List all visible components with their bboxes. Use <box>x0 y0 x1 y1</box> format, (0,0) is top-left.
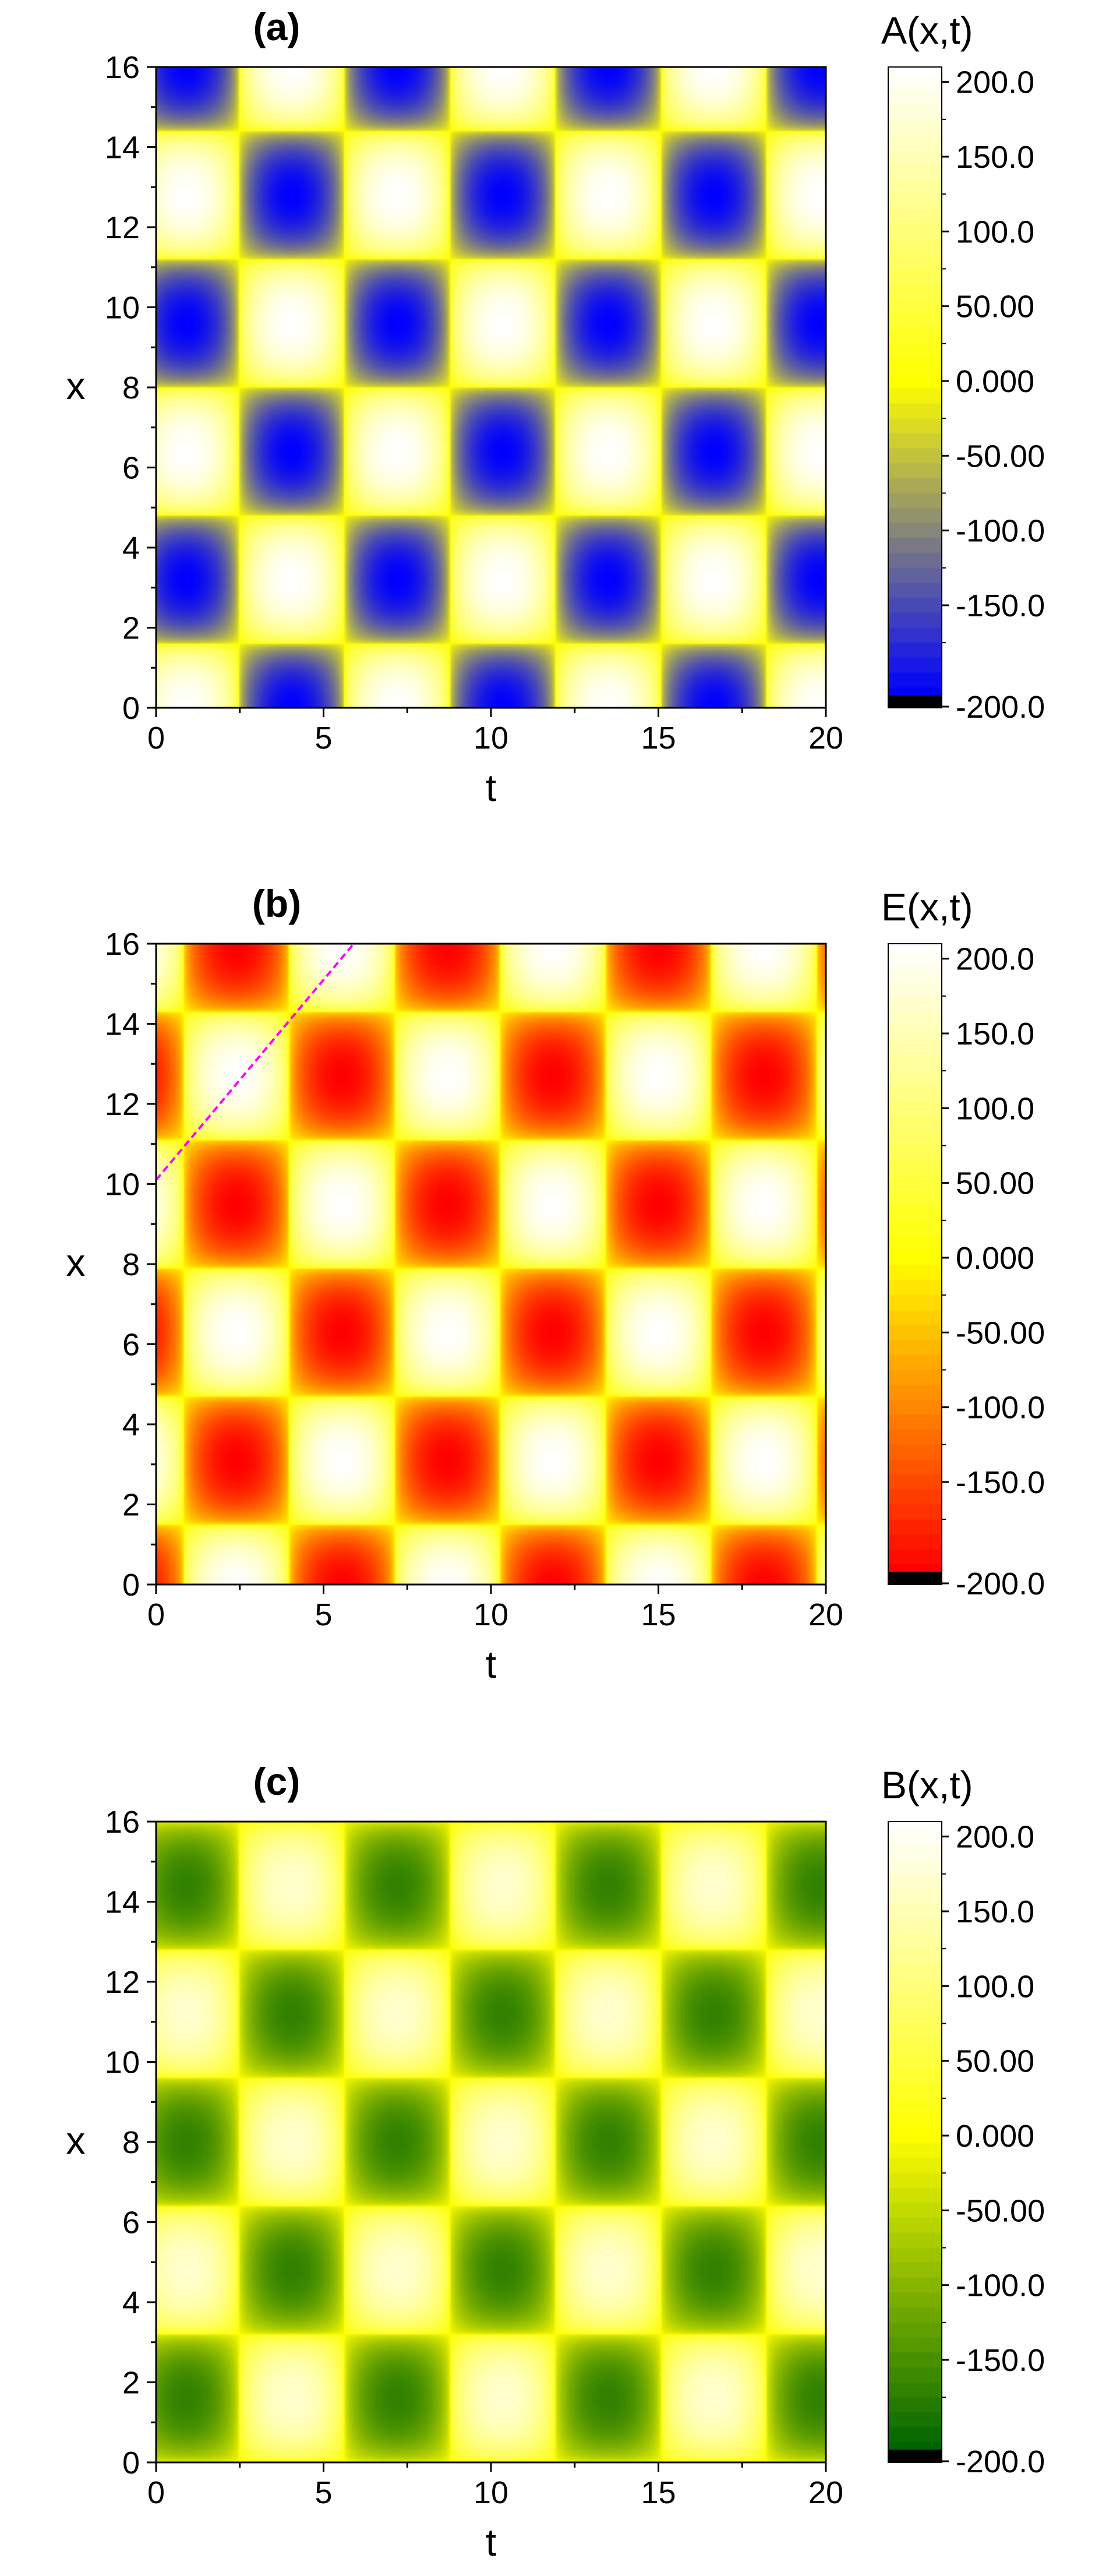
y-tick-label: 0 <box>122 691 140 726</box>
colorbar-tick-label: 0.000 <box>956 364 1034 399</box>
panel-label: (b) <box>252 882 301 925</box>
colorbar-tick-label: -50.00 <box>956 1315 1045 1350</box>
x-tick-label: 15 <box>641 1597 676 1632</box>
y-tick-label: 8 <box>122 1247 140 1282</box>
colorbar-frame <box>888 66 942 708</box>
x-tick-label: 5 <box>315 2475 332 2510</box>
x-axis-label: t <box>486 2521 496 2564</box>
colorbar-tick-label: 100.0 <box>956 1969 1034 2004</box>
heatmap-field <box>156 944 826 1585</box>
colorbar-tick-label: -150.0 <box>956 1465 1045 1500</box>
y-tick-label: 0 <box>122 2446 140 2480</box>
colorbar-frame <box>888 943 942 1585</box>
y-tick-label: 12 <box>105 1965 140 2000</box>
y-tick-label: 10 <box>105 291 140 326</box>
x-tick-label: 15 <box>641 2475 676 2510</box>
y-tick-label: 4 <box>122 2285 140 2320</box>
colorbar-gradient <box>888 1822 942 2450</box>
panel-label: (a) <box>253 5 301 48</box>
colorbar-tick-label: 0.000 <box>956 1241 1034 1276</box>
colorbar-tick-label: -100.0 <box>956 1391 1045 1425</box>
colorbar-tick-label: 100.0 <box>956 214 1034 249</box>
colorbar-tick-label: 0.000 <box>956 2119 1034 2154</box>
colorbar-tick-label: 200.0 <box>956 1820 1034 1855</box>
y-tick-label: 16 <box>105 927 140 962</box>
y-tick-label: 14 <box>105 1007 140 1042</box>
y-tick-label: 10 <box>105 2045 140 2080</box>
y-tick-label: 2 <box>122 1488 140 1523</box>
x-axis-label: t <box>486 766 496 809</box>
y-tick-label: 14 <box>105 130 140 165</box>
colorbar-tick-label: 200.0 <box>956 65 1034 100</box>
colorbar-tick-label: -150.0 <box>956 588 1045 623</box>
x-tick-label: 20 <box>808 721 843 756</box>
colorbar-title: E(x,t) <box>881 885 973 929</box>
y-tick-label: 16 <box>105 1805 140 1840</box>
heatmap-panel-2: 0 5 10 15 20 0 2 4 6 8 10 12 14 16 t x (b) 200.0 150.0 100.… <box>66 882 1045 1686</box>
heatmap-field <box>156 67 826 708</box>
y-tick-label: 10 <box>105 1167 140 1202</box>
y-tick-label: 6 <box>122 2206 140 2240</box>
x-tick-label: 5 <box>315 721 332 756</box>
x-tick-label: 5 <box>315 1597 332 1632</box>
x-tick-label: 10 <box>474 1597 508 1632</box>
colorbar-tick-label: -200.0 <box>956 2444 1045 2479</box>
colorbar-underflow <box>888 1572 942 1585</box>
colorbar-tick-label: 50.00 <box>956 290 1034 324</box>
colorbar-underflow <box>888 2450 942 2462</box>
x-tick-label: 0 <box>147 2475 165 2510</box>
colorbar-tick-label: 150.0 <box>956 140 1034 175</box>
colorbar-tick-label: 200.0 <box>956 942 1034 977</box>
y-tick-label: 8 <box>122 2125 140 2160</box>
y-axis-label: x <box>66 1241 86 1284</box>
y-tick-label: 16 <box>105 50 140 85</box>
y-tick-label: 0 <box>122 1568 140 1603</box>
y-tick-label: 2 <box>122 611 140 646</box>
y-tick-label: 6 <box>122 1328 140 1363</box>
colorbar-tick-label: 150.0 <box>956 1894 1034 1929</box>
colorbar-tick-label: -50.00 <box>956 2193 1045 2228</box>
x-tick-label: 10 <box>474 2475 508 2510</box>
colorbar-tick-label: 100.0 <box>956 1091 1034 1126</box>
y-tick-label: 2 <box>122 2366 140 2401</box>
y-tick-label: 4 <box>122 531 140 566</box>
colorbar-tick-label: -50.00 <box>956 439 1045 474</box>
y-tick-label: 14 <box>105 1885 140 1920</box>
panel-label: (c) <box>253 1760 301 1803</box>
y-tick-label: 8 <box>122 370 140 405</box>
guide-line <box>155 943 355 1181</box>
x-axis-label: t <box>486 1643 496 1686</box>
colorbar-frame <box>888 1821 942 2463</box>
colorbar-gradient <box>888 67 942 695</box>
colorbar-tick-label: -200.0 <box>956 1566 1045 1601</box>
colorbar-tick-label: -150.0 <box>956 2343 1045 2378</box>
colorbar-underflow <box>888 695 942 708</box>
heatmap-field <box>156 1822 826 2462</box>
y-tick-label: 4 <box>122 1407 140 1442</box>
colorbar-gradient <box>888 944 942 1572</box>
x-tick-label: 20 <box>808 1597 843 1632</box>
y-axis-label: x <box>66 2119 86 2162</box>
x-tick-label: 15 <box>641 721 676 756</box>
x-tick-label: 20 <box>808 2475 843 2510</box>
colorbar-title: A(x,t) <box>881 9 973 52</box>
colorbar-tick-label: 50.00 <box>956 2044 1034 2079</box>
y-axis-label: x <box>66 364 86 407</box>
colorbar-tick-label: -100.0 <box>956 514 1045 549</box>
x-tick-label: 10 <box>474 721 508 756</box>
colorbar-title: B(x,t) <box>881 1763 973 1806</box>
colorbar-tick-label: 150.0 <box>956 1017 1034 1051</box>
colorbar-tick-label: -100.0 <box>956 2268 1045 2303</box>
y-tick-label: 12 <box>105 210 140 245</box>
heatmap-panel-3: 0 5 10 15 20 0 2 4 6 8 10 12 14 16 t x (c) 200.0 150.0 100.… <box>66 1760 1045 2564</box>
colorbar-tick-label: -200.0 <box>956 690 1045 725</box>
x-tick-label: 0 <box>147 1597 165 1632</box>
x-tick-label: 0 <box>147 721 165 756</box>
colorbar-tick-label: 50.00 <box>956 1166 1034 1201</box>
y-tick-label: 12 <box>105 1087 140 1122</box>
heatmap-panel-1: 0 5 10 15 20 0 2 4 6 8 10 12 14 16 t x (a) 200.0 150.0 100.… <box>66 5 1045 809</box>
y-tick-label: 6 <box>122 451 140 486</box>
